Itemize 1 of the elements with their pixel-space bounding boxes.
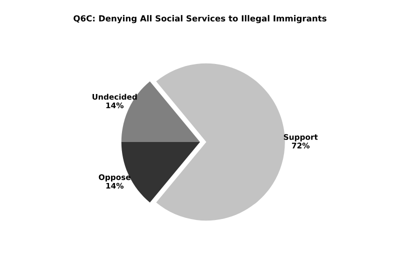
chart-title: Q6C: Denying All Social Services to Illegal Immigrants <box>74 15 326 24</box>
